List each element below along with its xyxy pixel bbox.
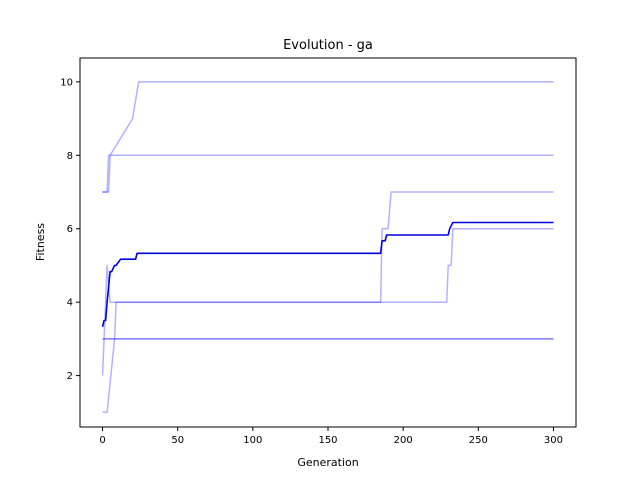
x-tick-label: 250 bbox=[469, 435, 488, 446]
y-tick-label: 2 bbox=[67, 371, 73, 382]
series-line-individual-3 bbox=[101, 191, 554, 376]
series-lines bbox=[101, 81, 554, 414]
x-tick-label: 300 bbox=[544, 435, 563, 446]
x-axis-label: Generation bbox=[297, 456, 358, 469]
y-tick-label: 10 bbox=[60, 77, 73, 88]
chart-title: Evolution - ga bbox=[283, 38, 373, 53]
x-tick-label: 200 bbox=[394, 435, 413, 446]
y-tick-label: 8 bbox=[67, 151, 73, 162]
series-line-mean bbox=[101, 221, 554, 327]
series-line-individual-2 bbox=[102, 154, 554, 193]
y-axis-ticks: 2 4 6 8 10 bbox=[60, 77, 80, 382]
x-tick-label: 100 bbox=[243, 435, 262, 446]
series-line-individual-1 bbox=[102, 81, 554, 193]
x-tick-label: 0 bbox=[99, 435, 105, 446]
plot-frame bbox=[79, 57, 577, 428]
y-tick-label: 4 bbox=[67, 298, 73, 309]
series-line-individual-4 bbox=[102, 227, 554, 414]
x-tick-label: 150 bbox=[318, 435, 337, 446]
y-tick-label: 6 bbox=[67, 224, 73, 235]
y-axis-label: Fitness bbox=[34, 223, 47, 261]
x-axis-ticks: 0 50 100 150 200 250 300 bbox=[99, 427, 563, 446]
x-tick-label: 50 bbox=[171, 435, 184, 446]
